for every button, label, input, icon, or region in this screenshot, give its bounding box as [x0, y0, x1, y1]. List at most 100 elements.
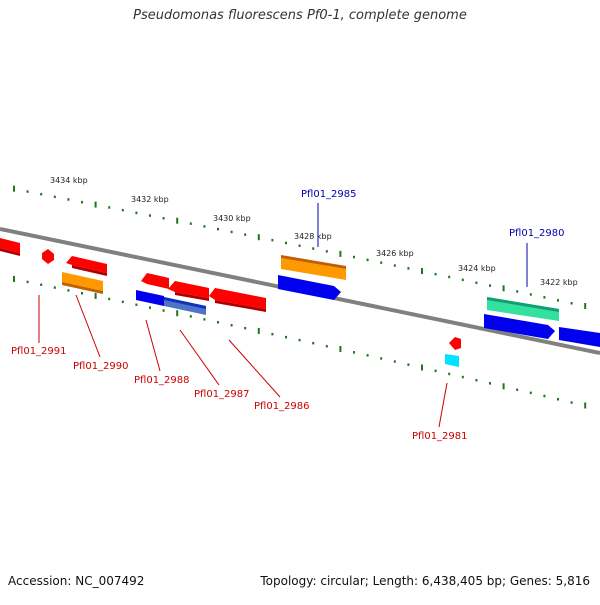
minor-tick	[570, 302, 573, 305]
gene-arrow[interactable]	[42, 249, 54, 264]
gene-features	[0, 238, 600, 367]
gene-label[interactable]: Pfl01_2986	[254, 401, 310, 412]
minor-tick	[81, 292, 83, 295]
gene-arrow[interactable]	[559, 327, 600, 347]
minor-tick	[285, 335, 287, 339]
major-tick	[339, 250, 342, 257]
minor-tick	[271, 238, 274, 242]
gene-label[interactable]: Pfl01_2981	[412, 431, 468, 442]
gene-arrow[interactable]	[484, 314, 555, 339]
lower-tick-track	[13, 275, 587, 409]
major-tick	[502, 285, 505, 292]
minor-tick	[448, 372, 451, 376]
scale-label: 3428 kbp	[294, 232, 332, 241]
minor-tick	[529, 391, 532, 395]
major-tick	[257, 234, 260, 241]
gene-label[interactable]: Pfl01_2990	[73, 361, 129, 372]
minor-tick	[121, 300, 124, 304]
gene-arrow[interactable]	[445, 354, 459, 367]
minor-tick	[203, 225, 206, 228]
minor-tick	[135, 211, 138, 215]
gene-arrow[interactable]	[72, 265, 107, 276]
gene-arrow[interactable]	[175, 292, 209, 301]
minor-tick	[40, 192, 43, 196]
gene-arrow[interactable]	[136, 290, 164, 306]
major-tick	[94, 292, 97, 299]
minor-tick	[353, 255, 355, 259]
minor-tick	[40, 283, 43, 286]
minor-tick	[325, 250, 328, 253]
minor-tick	[162, 217, 165, 220]
minor-tick	[543, 394, 546, 398]
minor-tick	[366, 354, 369, 357]
minor-tick	[81, 200, 83, 204]
minor-tick	[271, 332, 274, 336]
major-tick	[257, 327, 260, 334]
minor-tick	[121, 208, 124, 212]
minor-tick	[217, 321, 219, 324]
gene-arrow[interactable]	[209, 288, 266, 309]
gene-label[interactable]: Pfl01_2987	[194, 389, 250, 400]
upper-tick-track	[13, 185, 587, 309]
minor-tick	[67, 289, 70, 292]
minor-tick	[570, 401, 573, 404]
gene-arrow[interactable]	[141, 273, 169, 289]
minor-tick	[407, 267, 410, 270]
minor-tick	[135, 303, 138, 306]
genome-summary-text: Topology: circular; Length: 6,438,405 bp…	[260, 574, 590, 588]
gene-arrow[interactable]	[62, 282, 103, 294]
major-tick	[584, 402, 587, 409]
minor-tick	[203, 318, 206, 321]
gene-arrow[interactable]	[0, 248, 20, 256]
minor-tick	[461, 278, 464, 282]
major-tick	[13, 275, 15, 282]
minor-tick	[230, 324, 233, 327]
scale-label: 3426 kbp	[376, 249, 414, 258]
minor-tick	[26, 280, 29, 284]
gene-arrow[interactable]	[449, 337, 461, 350]
minor-tick	[380, 357, 383, 360]
scale-label: 3430 kbp	[213, 214, 251, 223]
gene-label[interactable]: Pfl01_2980	[509, 228, 565, 239]
gene-arrow[interactable]	[215, 300, 266, 312]
minor-tick	[475, 281, 478, 284]
label-leaders	[38, 203, 528, 428]
minor-tick	[298, 338, 301, 342]
minor-tick	[529, 293, 532, 296]
minor-tick	[489, 284, 491, 287]
minor-tick	[149, 214, 151, 217]
minor-tick	[312, 341, 315, 345]
gene-arrow[interactable]	[281, 258, 346, 280]
minor-tick	[53, 286, 56, 289]
gene-arrow[interactable]	[487, 297, 559, 312]
minor-tick	[543, 296, 546, 299]
major-tick	[421, 364, 423, 371]
minor-tick	[325, 345, 328, 348]
major-tick	[176, 217, 179, 224]
minor-tick	[516, 388, 519, 391]
minor-tick	[461, 375, 464, 379]
minor-tick	[149, 306, 151, 309]
minor-tick	[244, 326, 247, 330]
gene-label[interactable]: Pfl01_2988	[134, 375, 190, 386]
major-tick	[94, 201, 97, 208]
gene-arrow[interactable]	[62, 272, 103, 291]
page-title: Pseudomonas fluorescens Pf0-1, complete …	[133, 8, 467, 23]
minor-tick	[53, 195, 56, 199]
scale-label: 3434 kbp	[50, 176, 88, 185]
minor-tick	[557, 299, 559, 302]
gene-arrow[interactable]	[281, 255, 346, 269]
minor-tick	[298, 244, 301, 247]
minor-tick	[489, 382, 491, 385]
gene-arrow[interactable]	[164, 297, 206, 309]
gene-arrow[interactable]	[278, 275, 341, 300]
gene-arrow[interactable]	[168, 281, 209, 298]
gene-arrow[interactable]	[66, 256, 107, 273]
gene-label[interactable]: Pfl01_2991	[11, 346, 67, 357]
gene-label[interactable]: Pfl01_2985	[301, 189, 357, 200]
minor-tick	[162, 309, 165, 312]
major-tick	[502, 383, 505, 390]
minor-tick	[285, 241, 287, 245]
